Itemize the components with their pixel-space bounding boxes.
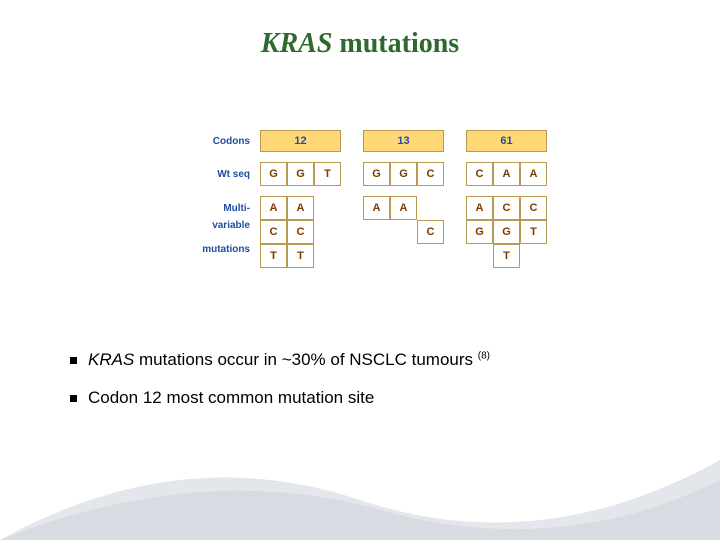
mut-row-3: mutations T T T bbox=[150, 244, 547, 268]
wt-12-1: G bbox=[260, 162, 287, 186]
wt-13-2: G bbox=[390, 162, 417, 186]
bullet-list: KRAS mutations occur in ~30% of NSCLC tu… bbox=[70, 350, 670, 426]
m3-12-2: T bbox=[287, 244, 314, 268]
m2-13-3: C bbox=[417, 220, 444, 244]
label-wtseq: Wt seq bbox=[150, 162, 260, 186]
m1-13-2: A bbox=[390, 196, 417, 220]
codon-12-header: 12 bbox=[260, 130, 341, 152]
m2-12-1: C bbox=[260, 220, 287, 244]
label-multi1: Multi- bbox=[150, 196, 260, 220]
mut-row-1: Multi- A A A A A C C bbox=[150, 196, 547, 220]
b1-rest: mutations occur in ~30% of NSCLC tumours bbox=[134, 350, 477, 369]
m1-61-3: C bbox=[520, 196, 547, 220]
m1-13-1: A bbox=[363, 196, 390, 220]
codon-61-header: 61 bbox=[466, 130, 547, 152]
m1-61-1: A bbox=[466, 196, 493, 220]
mutations-table: Codons 12 13 61 Wt seq G G T G G C C A A… bbox=[150, 130, 547, 268]
bullet-2: Codon 12 most common mutation site bbox=[70, 388, 670, 408]
m1-12-1: A bbox=[260, 196, 287, 220]
m2-61-2: G bbox=[493, 220, 520, 244]
mut-row-2: variable C C C G G T bbox=[150, 220, 547, 244]
gap bbox=[444, 130, 466, 152]
label-multi3: mutations bbox=[150, 244, 260, 268]
gap bbox=[341, 130, 363, 152]
m2-61-1: G bbox=[466, 220, 493, 244]
m3-12-1: T bbox=[260, 244, 287, 268]
codon-13-header: 13 bbox=[363, 130, 444, 152]
wt-61-1: C bbox=[466, 162, 493, 186]
b1-ital: KRAS bbox=[88, 350, 134, 369]
header-row: Codons 12 13 61 bbox=[150, 130, 547, 152]
slide-title: KRAS mutations bbox=[0, 0, 720, 60]
b1-ref: (8) bbox=[478, 350, 490, 361]
wt-row: Wt seq G G T G G C C A A bbox=[150, 162, 547, 186]
m2-61-3: T bbox=[520, 220, 547, 244]
bullet-1: KRAS mutations occur in ~30% of NSCLC tu… bbox=[70, 350, 670, 370]
codon-table: Codons 12 13 61 Wt seq G G T G G C C A A… bbox=[150, 130, 590, 268]
label-codons: Codons bbox=[150, 130, 260, 152]
m1-12-2: A bbox=[287, 196, 314, 220]
m1-61-2: C bbox=[493, 196, 520, 220]
title-ital: KRAS bbox=[261, 28, 333, 59]
wt-12-2: G bbox=[287, 162, 314, 186]
title-rest: mutations bbox=[332, 28, 459, 59]
label-multi2: variable bbox=[150, 220, 260, 244]
wt-13-1: G bbox=[363, 162, 390, 186]
wt-13-3: C bbox=[417, 162, 444, 186]
m3-61-2: T bbox=[493, 244, 520, 268]
wt-61-2: A bbox=[493, 162, 520, 186]
wt-12-3: T bbox=[314, 162, 341, 186]
background-swoosh bbox=[0, 430, 720, 540]
m2-12-2: C bbox=[287, 220, 314, 244]
wt-61-3: A bbox=[520, 162, 547, 186]
